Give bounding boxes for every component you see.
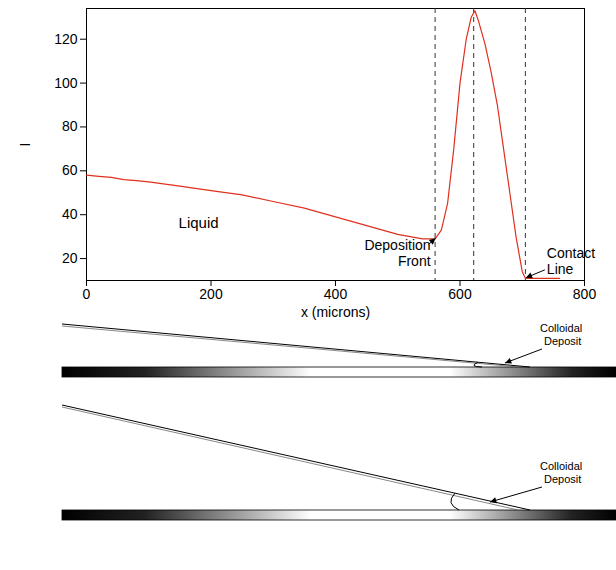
svg-text:ColloidalDeposit: ColloidalDeposit	[540, 460, 582, 485]
svg-text:60: 60	[62, 162, 78, 178]
svg-text:ContactLine: ContactLine	[547, 245, 595, 277]
svg-text:80: 80	[62, 118, 78, 134]
svg-text:40: 40	[62, 206, 78, 222]
svg-text:200: 200	[199, 286, 223, 302]
svg-text:600: 600	[448, 286, 472, 302]
svg-text:20: 20	[62, 250, 78, 266]
svg-text:x (microns): x (microns)	[301, 304, 370, 320]
svg-text:400: 400	[324, 286, 348, 302]
svg-text:0: 0	[83, 286, 91, 302]
svg-text:120: 120	[54, 31, 78, 47]
svg-text:100: 100	[54, 75, 78, 91]
svg-text:ColloidalDeposit: ColloidalDeposit	[540, 322, 582, 347]
svg-text:I: I	[17, 143, 33, 147]
svg-text:DepositionFront: DepositionFront	[364, 237, 430, 269]
svg-text:Liquid: Liquid	[179, 214, 219, 231]
svg-text:800: 800	[573, 286, 597, 302]
